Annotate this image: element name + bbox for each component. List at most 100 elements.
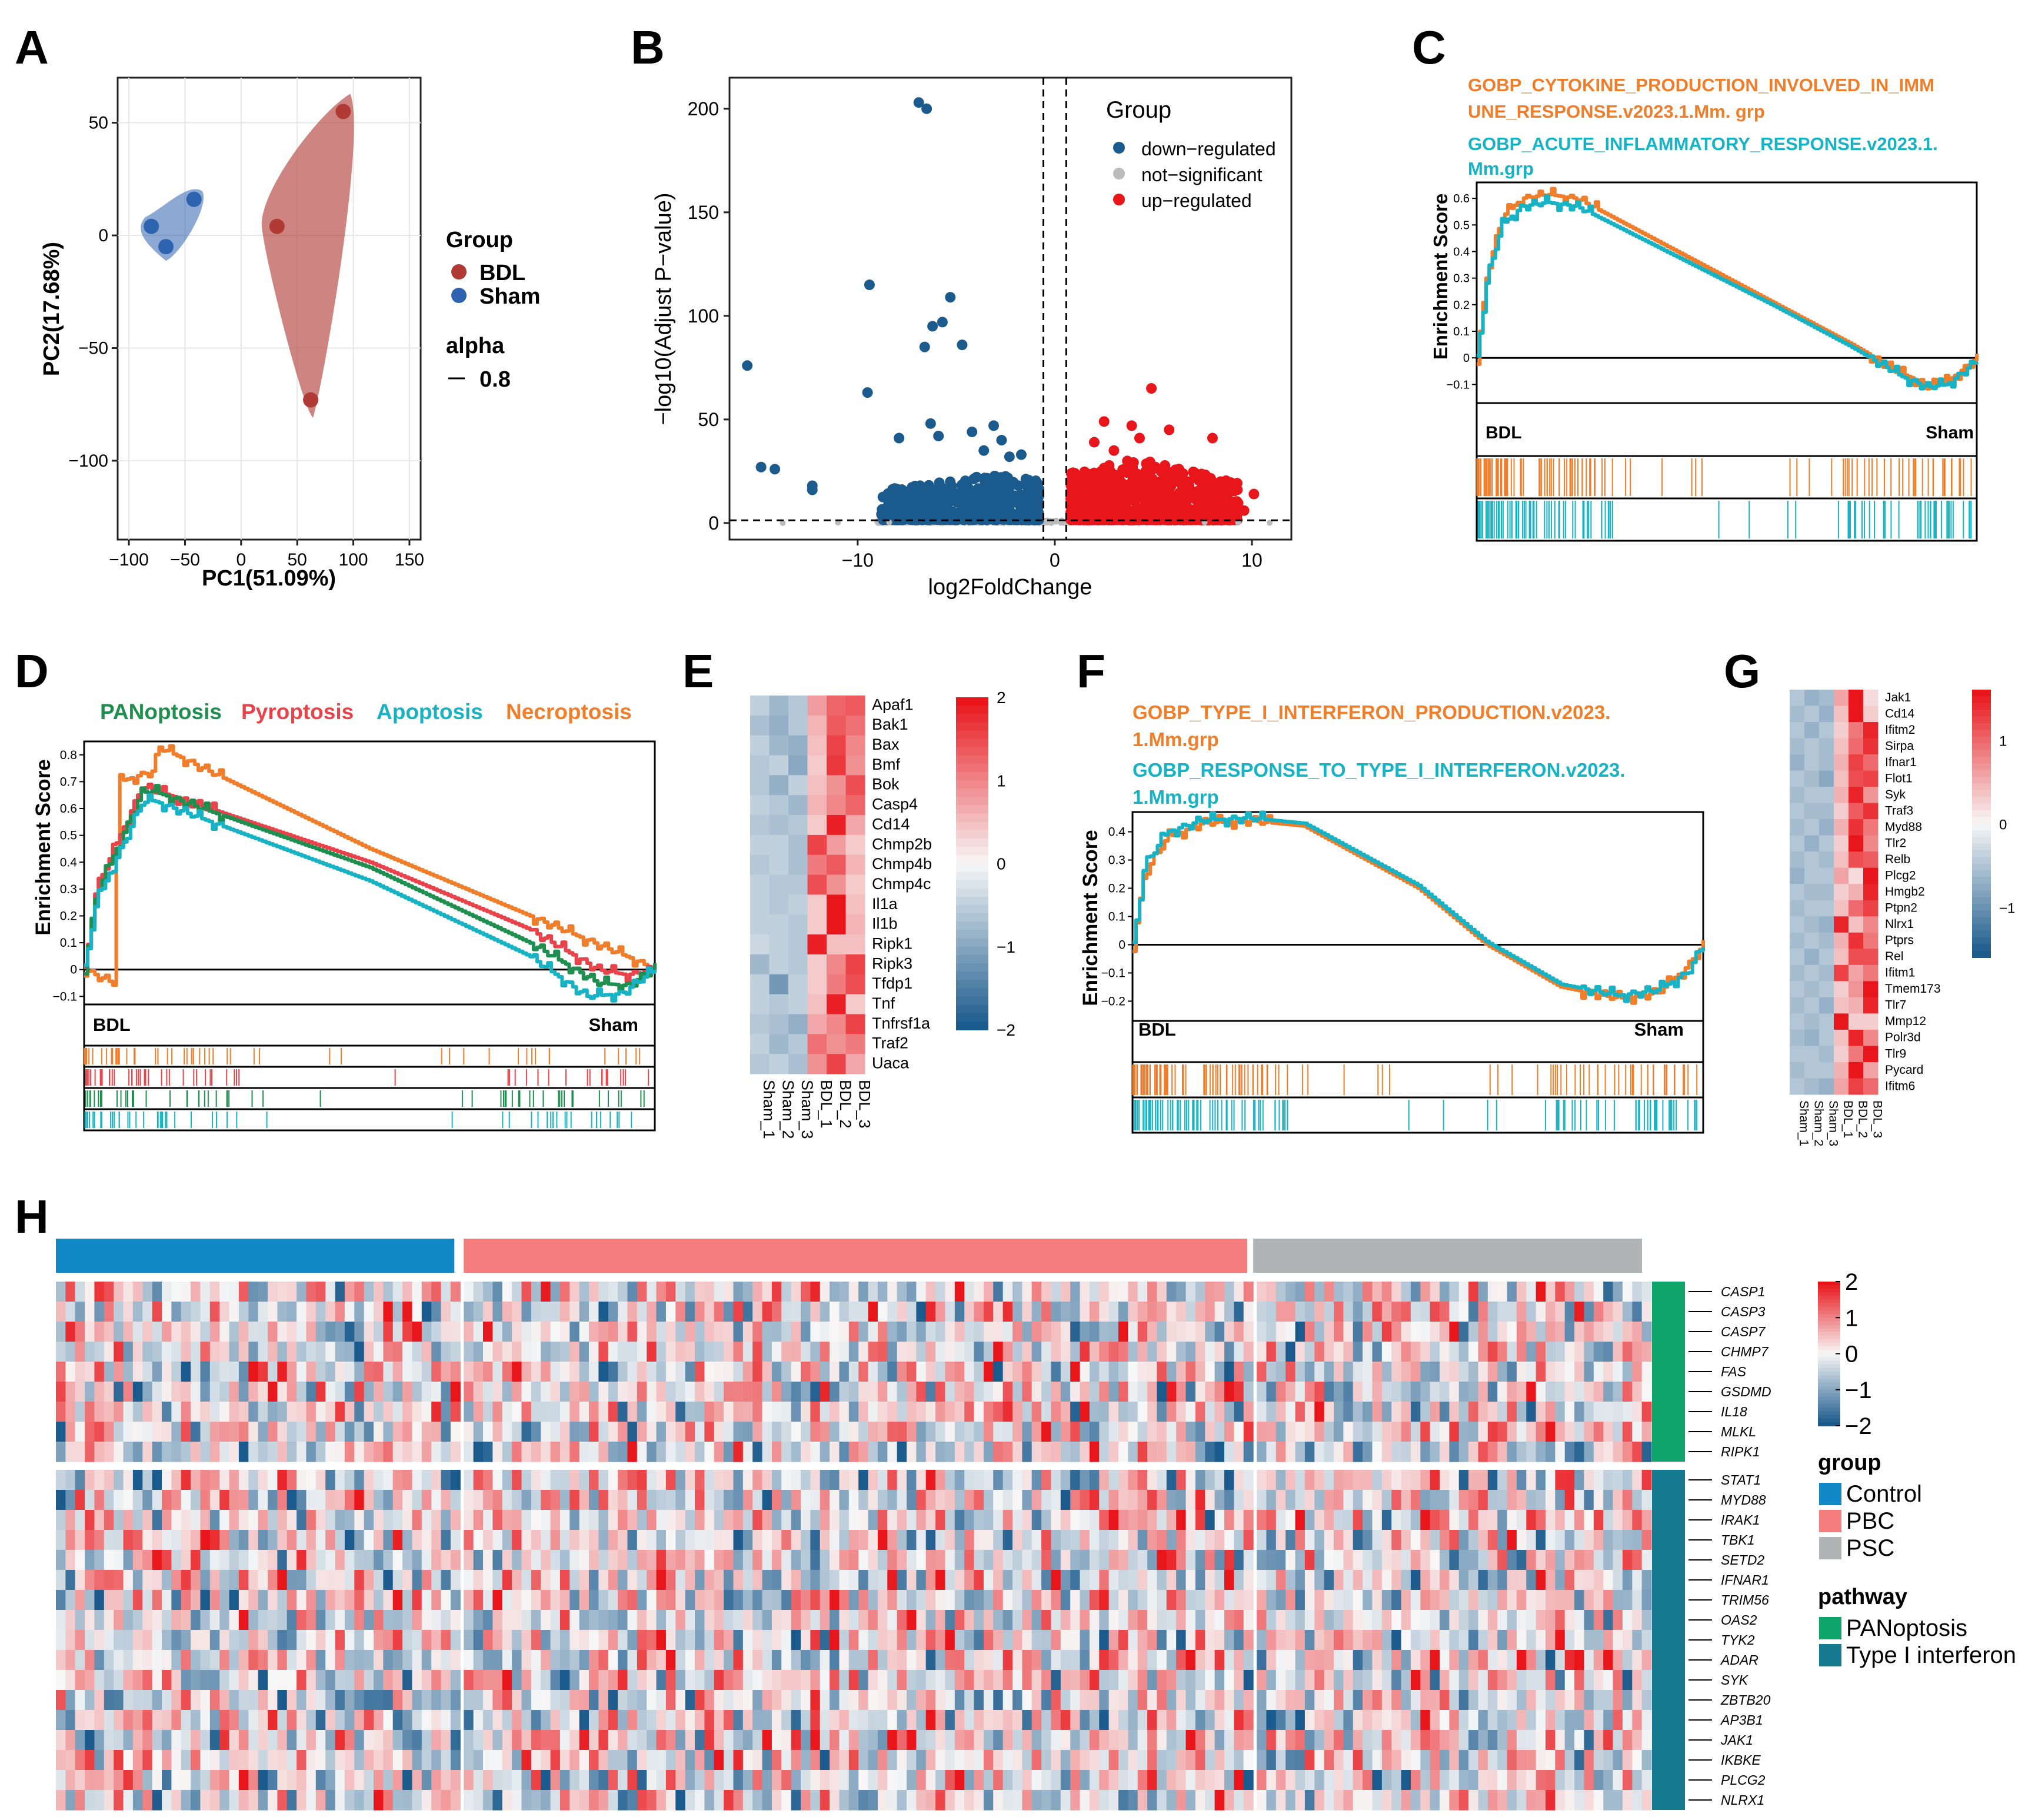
heat-h-cell (665, 1322, 676, 1342)
heat-h-cell (1195, 1342, 1205, 1362)
heat-h-cell (1536, 1342, 1546, 1362)
heatmap-g-labels: Jak1Cd14Ifitm2SirpaIfnar1Flot1SykTraf3My… (1797, 691, 1941, 1146)
heat-cell (845, 914, 865, 935)
heat-legend-step (1972, 883, 1991, 891)
heat-h-cell (219, 1402, 230, 1422)
heat-h-cell (1507, 1282, 1517, 1302)
heat-col-label: Sham_1 (1797, 1100, 1811, 1146)
heat-h-cell (1478, 1282, 1488, 1302)
heat-row-label: Tnf (872, 994, 895, 1012)
heat-h-cell (877, 1342, 888, 1362)
heat-h-cell (65, 1362, 76, 1382)
heat-h-cell (733, 1302, 744, 1322)
heat-cell (827, 954, 846, 975)
heat-h-cell (483, 1342, 493, 1362)
heat-cell (1834, 803, 1849, 820)
heat-h-cell (1147, 1302, 1158, 1322)
heat-cell (1804, 964, 1820, 981)
heat-h-cell (441, 1302, 451, 1322)
heat-cell (1863, 981, 1879, 998)
heat-legend-tick: −2 (997, 1021, 1015, 1039)
heat-h-cell (1147, 1442, 1158, 1462)
heat-h-cell (858, 1282, 869, 1302)
heat-h-cell (647, 1382, 657, 1402)
heat-h-cell (541, 1302, 551, 1322)
heat-cell (845, 954, 865, 975)
heat-cell (1804, 722, 1820, 739)
heat-h-cell (104, 1402, 114, 1422)
heat-h-cell (248, 1282, 259, 1302)
heat-cell (1863, 932, 1879, 949)
heat-row-label: Tlr2 (1885, 836, 1906, 850)
heat-h-cell (85, 1282, 95, 1302)
heat-cell (807, 1054, 827, 1074)
heat-cell (788, 834, 808, 856)
heat-h-cell (392, 1362, 403, 1382)
heat-h-cell (791, 1282, 801, 1302)
heat-h-cell (724, 1382, 734, 1402)
heat-h-cell (1176, 1442, 1187, 1462)
panel-label-g: G (1724, 645, 1760, 697)
heat-h-cell (945, 1442, 955, 1462)
heat-h-cell (162, 1402, 172, 1422)
heat-h-cell (1372, 1382, 1383, 1402)
heat-h-cell (608, 1282, 618, 1302)
heat-h-cell (907, 1342, 917, 1362)
volcano-down-cloud-point (903, 500, 914, 511)
heat-h-cell (191, 1422, 201, 1442)
heat-cell (1819, 932, 1834, 949)
heat-row-label: Uaca (872, 1054, 910, 1072)
heat-h-cell (1324, 1422, 1334, 1442)
heat-h-cell (1343, 1442, 1354, 1462)
heat-h-cell (297, 1362, 307, 1382)
heat-cell (750, 1014, 770, 1034)
heat-h-cell (104, 1322, 114, 1342)
heat-legend-step (1972, 770, 1991, 777)
heat-h-cell (464, 1322, 474, 1342)
heat-h-cell (123, 1422, 134, 1442)
heat-h-cell (402, 1282, 413, 1302)
heat-h-cell (830, 1422, 840, 1442)
heat-h-cell (306, 1362, 317, 1382)
heat-cell (1863, 1029, 1879, 1046)
heat-h-cell (550, 1382, 561, 1402)
heat-h-cell (598, 1442, 609, 1462)
heat-h-cell (781, 1442, 792, 1462)
heat-h-cell (868, 1422, 878, 1442)
heat-col-label: Sham_2 (1812, 1100, 1826, 1146)
heat-h-cell (781, 1422, 792, 1442)
heat-h-cell (441, 1402, 451, 1422)
heat-cell (769, 874, 789, 895)
heat-h-cell (1224, 1422, 1234, 1442)
heat-h-cell (589, 1342, 599, 1362)
pca-hull-bdl (261, 94, 354, 418)
heat-h-cell (848, 1362, 859, 1382)
heat-legend-step (956, 988, 988, 997)
heat-h-cell (1401, 1382, 1411, 1402)
volcano-up-cloud-point (1092, 475, 1103, 487)
heat-cell (1790, 981, 1805, 998)
heat-h-cell (704, 1282, 715, 1302)
heat-h-cell (1080, 1422, 1090, 1442)
heat-h-cell (1363, 1442, 1373, 1462)
gsea-ytick-label-4: 0.2 (1453, 299, 1470, 312)
heat-h-cell (820, 1422, 830, 1442)
heat-h-cell (1275, 1442, 1286, 1462)
heat-h-cell (268, 1342, 278, 1362)
heat-h-cell (473, 1342, 484, 1362)
heat-h-cell (483, 1362, 493, 1382)
heat-h-cell (1099, 1422, 1110, 1442)
heat-h-cell (916, 1362, 927, 1382)
heat-h-cell (665, 1402, 676, 1422)
heat-h-cell (1166, 1422, 1177, 1442)
heat-h-cell (258, 1402, 268, 1422)
heat-h-cell (1243, 1442, 1254, 1462)
heat-h-cell (1468, 1402, 1479, 1422)
heat-h-cell (1060, 1442, 1071, 1462)
heat-h-cell (1214, 1322, 1225, 1342)
heat-h-cell (1478, 1322, 1488, 1342)
heatmap-e-cells (750, 696, 865, 1074)
heat-h-cell (531, 1442, 541, 1462)
heat-h-cell (983, 1302, 994, 1322)
heat-h-cell (1275, 1382, 1286, 1402)
